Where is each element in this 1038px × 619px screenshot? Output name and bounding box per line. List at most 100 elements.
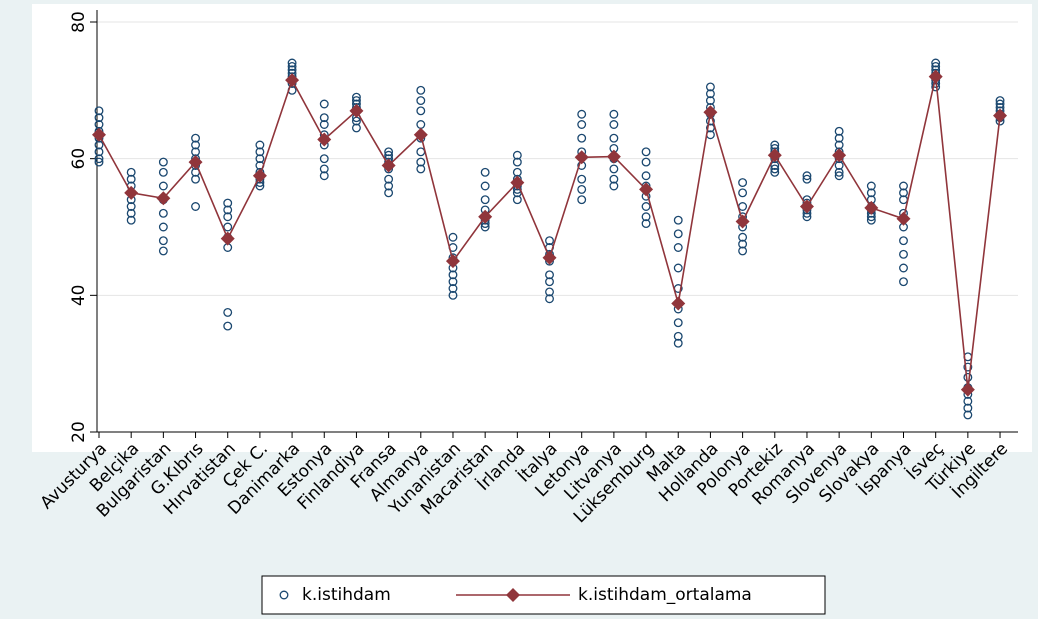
scatter-point [126, 215, 136, 225]
scatter-point [158, 157, 168, 167]
scatter-point [126, 202, 136, 211]
scatter-point [126, 174, 136, 184]
scatter-point [126, 167, 136, 177]
scatter-point [609, 133, 619, 143]
mean-marker [317, 132, 332, 147]
scatter-point [480, 195, 490, 205]
scatter-point [94, 106, 104, 116]
scatter-point [416, 106, 426, 116]
mean-marker [156, 191, 171, 206]
scatter-point [448, 270, 458, 280]
scatter-point [416, 157, 426, 167]
scatter-point [191, 174, 200, 184]
mean-marker [542, 250, 557, 265]
mean-marker [606, 149, 621, 164]
scatter-point [738, 246, 748, 256]
scatter-point [609, 181, 619, 191]
scatter-point [577, 174, 587, 184]
legend-label: k.istihdam [302, 585, 391, 605]
scatter-point [802, 171, 812, 181]
plot-region [32, 4, 1032, 452]
scatter-point [641, 202, 651, 211]
scatter-point [384, 174, 394, 184]
scatter-point [223, 212, 233, 222]
mean-marker [188, 155, 203, 170]
scatter-point [255, 147, 265, 157]
scatter-point [705, 96, 715, 106]
scatter-point [899, 188, 908, 198]
scatter-point [158, 167, 168, 177]
mean-marker [832, 148, 847, 163]
scatter-point [512, 157, 522, 167]
scatter-point [963, 403, 973, 413]
scatter-point [223, 222, 233, 232]
mean-marker [220, 231, 235, 246]
scatter-point [673, 243, 683, 252]
scatter-point [641, 219, 651, 229]
scatter-point [158, 246, 168, 256]
scatter-point [963, 372, 973, 382]
mean-marker [124, 185, 139, 200]
scatter-point [705, 82, 715, 92]
mean-marker [735, 214, 750, 229]
scatter-point [319, 171, 329, 181]
scatter-point [545, 287, 554, 297]
scatter-point [834, 167, 844, 177]
scatter-point [351, 92, 361, 102]
scatter-point [512, 195, 522, 205]
scatter-point [899, 277, 908, 287]
scatter-point [255, 140, 265, 150]
mean-marker [92, 127, 106, 142]
scatter-point [416, 85, 426, 95]
scatter-point [577, 109, 587, 119]
mean-marker [864, 200, 879, 215]
scatter-point [802, 174, 812, 184]
scatter-point [931, 58, 941, 68]
legend-marker [506, 588, 520, 602]
mean-marker [639, 182, 654, 197]
mean-marker [896, 211, 911, 226]
scatter-point [673, 338, 683, 348]
y-tick-label: 80 [69, 11, 89, 33]
scatter-point [545, 294, 554, 304]
mean-marker [574, 150, 589, 165]
scatter-point [738, 232, 748, 242]
scatter-point [448, 232, 458, 242]
scatter-point [191, 202, 200, 211]
scatter-point [866, 215, 876, 225]
scatter-point [223, 198, 233, 208]
scatter-point [641, 147, 651, 157]
scatter-point [223, 307, 233, 317]
scatter-point [191, 133, 200, 143]
mean-marker [413, 127, 428, 142]
mean-marker [252, 168, 267, 183]
scatter-point [673, 229, 683, 239]
scatter-point [738, 178, 748, 188]
scatter-point [480, 167, 490, 177]
scatter-point [899, 236, 908, 246]
scatter-point [963, 396, 973, 406]
scatter-point [963, 410, 973, 420]
y-tick-label: 40 [69, 285, 89, 307]
mean-marker [445, 254, 460, 269]
scatter-point [223, 205, 233, 215]
scatter-point [319, 120, 329, 129]
legend-marker [279, 590, 289, 600]
y-tick-label: 20 [69, 421, 89, 443]
scatter-point [158, 236, 168, 246]
mean-marker [993, 108, 1008, 123]
scatter-point [770, 167, 780, 177]
scatter-point [94, 147, 104, 157]
scatter-point [416, 96, 426, 106]
scatter-point [287, 58, 297, 68]
scatter-point [738, 239, 748, 249]
scatter-point [158, 208, 168, 218]
scatter-point [673, 318, 683, 328]
scatter-point [995, 96, 1005, 106]
scatter-point [609, 120, 619, 129]
mean-marker [381, 158, 396, 173]
scatter-point [673, 331, 683, 341]
scatter-point [448, 277, 458, 287]
scatter-point [319, 164, 329, 174]
scatter-point [448, 290, 458, 300]
